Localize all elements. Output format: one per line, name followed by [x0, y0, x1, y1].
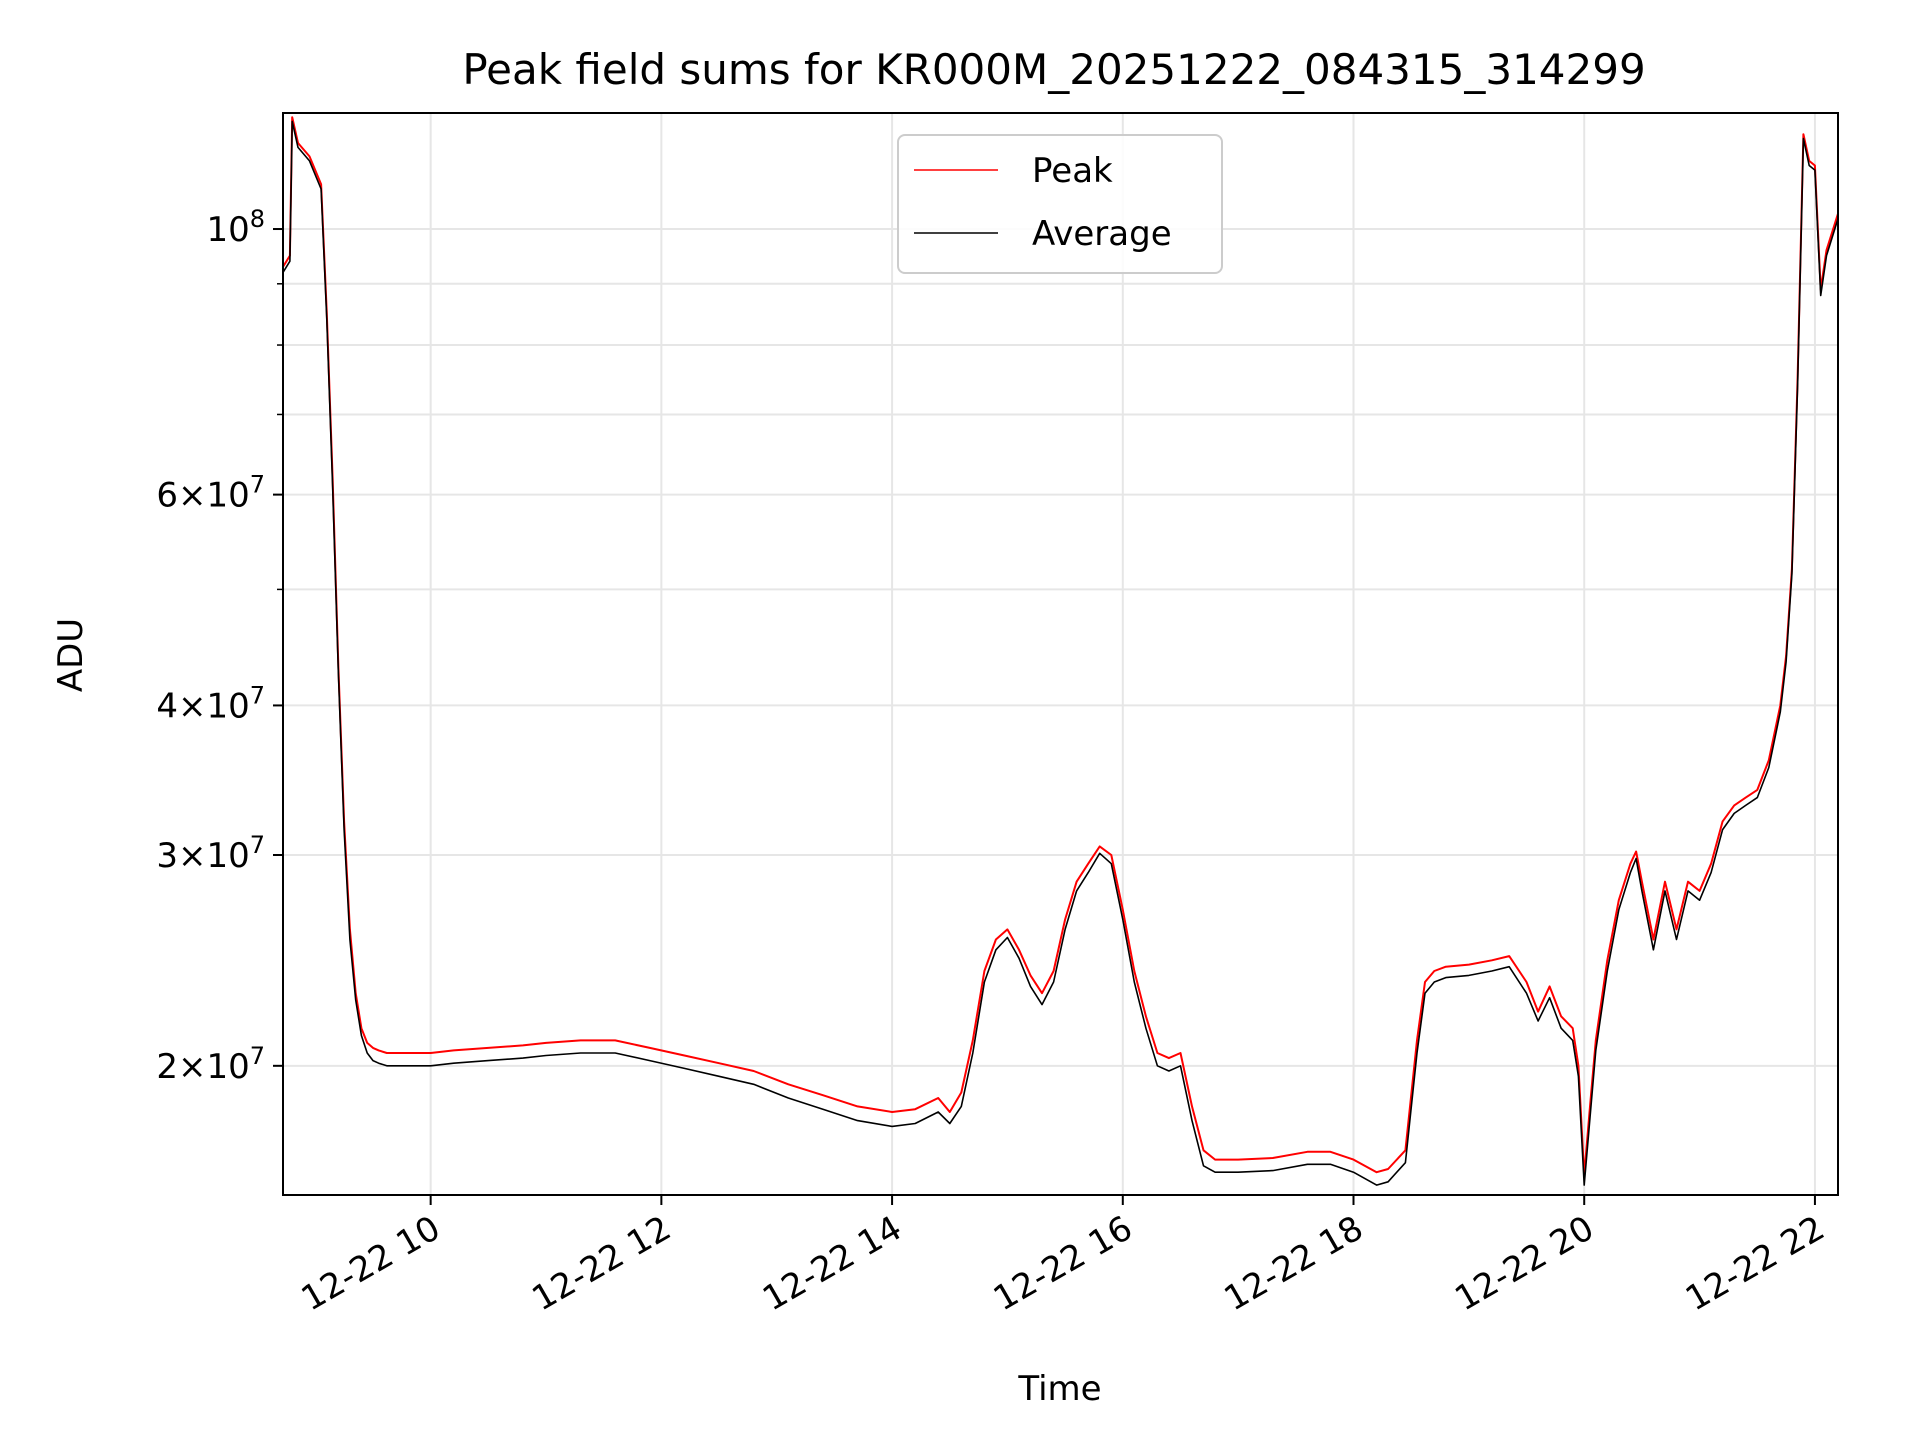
y-tick-label: 108	[206, 205, 265, 250]
legend-label-peak: Peak	[1032, 151, 1113, 191]
legend-label-average: Average	[1032, 214, 1172, 254]
series-line-average	[283, 120, 1838, 1186]
y-tick-label: 4×107	[156, 681, 265, 726]
series-layer	[283, 116, 1838, 1186]
series-line-peak	[283, 116, 1838, 1177]
chart-title: Peak field sums for KR000M_20251222_0843…	[462, 45, 1645, 94]
grid	[283, 113, 1838, 1195]
y-tick-label: 6×107	[156, 471, 265, 516]
plot-frame	[282, 112, 1839, 1196]
y-tick-label: 2×107	[156, 1042, 265, 1087]
x-axis-label: Time	[1017, 1369, 1101, 1409]
legend: Peak Average	[897, 134, 1223, 274]
y-tick-label: 3×107	[156, 831, 265, 876]
y-axis-label: ADU	[51, 618, 91, 692]
